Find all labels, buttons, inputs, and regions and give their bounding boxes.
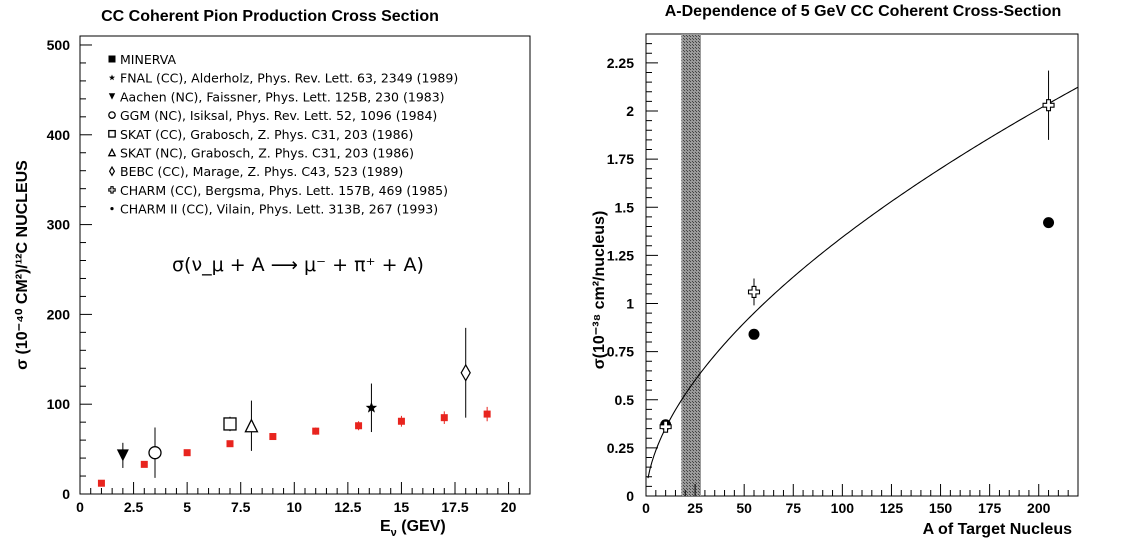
left-data-point: [312, 427, 320, 435]
left-data-point: [244, 418, 259, 433]
left-y-tick-label: 200: [47, 306, 71, 322]
legend-marker: [108, 129, 116, 138]
legend-marker: [108, 165, 116, 177]
left-chart: CC Coherent Pion Production Cross Sectio…: [14, 8, 531, 539]
left-y-tick-label: 300: [47, 217, 71, 233]
left-data-points: [97, 327, 491, 487]
left-y-tick-label: 500: [47, 37, 71, 53]
legend-label: Aachen (NC), Faissner, Phys. Lett. 125B,…: [120, 89, 445, 104]
left-data-point: [483, 410, 491, 418]
right-y-tick-label: 0: [626, 488, 634, 504]
right-data-points: [659, 70, 1055, 433]
right-y-tick-label: 0.75: [607, 344, 634, 360]
reaction-equation: σ(ν_μ + A ⟶ μ⁻ + π⁺ + A): [172, 254, 424, 276]
left-y-tick-label: 400: [47, 127, 71, 143]
left-data-point: [440, 414, 448, 422]
legend-label: CHARM (CC), Bergsma, Phys. Lett. 157B, 4…: [120, 183, 448, 198]
legend-label: MINERVA: [120, 52, 176, 67]
right-data-point: [1043, 217, 1055, 229]
right-y-tick-label: 1: [626, 296, 634, 312]
right-x-axis-label: A of Target Nucleus: [923, 521, 1072, 538]
right-y-tick-label: 0.5: [615, 392, 635, 408]
shaded-band: [681, 34, 701, 496]
right-chart-title: A-Dependence of 5 GeV CC Coherent Cross-…: [665, 3, 1062, 20]
right-y-tick-label: 2: [626, 103, 634, 119]
left-x-tick-label: 15: [394, 499, 410, 515]
right-y-axis-label: σ(10⁻³⁸ cm²/nucleus): [591, 211, 608, 370]
left-x-tick-label: 5: [183, 499, 191, 515]
legend-marker: [107, 147, 117, 157]
legend-marker: [108, 186, 116, 194]
right-y-tick-label: 1.25: [607, 247, 634, 263]
left-data-point: [116, 449, 129, 462]
legend-marker: [108, 93, 116, 100]
legend-label: GGM (NC), Isiksal, Phys. Rev. Lett. 52, …: [120, 108, 437, 123]
left-legend: MINERVA FNAL (CC), Alderholz, Phys. Rev. …: [107, 52, 458, 217]
left-x-axis-label: Eν (GEV): [380, 518, 446, 539]
right-data-point: [1042, 99, 1055, 112]
left-y-tick-label: 100: [47, 396, 71, 412]
right-x-tick-label: 150: [929, 500, 953, 516]
left-x-tick-label: 0: [76, 499, 84, 515]
left-data-point: [183, 449, 191, 457]
left-x-tick-label: 7.5: [231, 499, 251, 515]
legend-marker: [110, 207, 114, 211]
left-data-point: [460, 363, 471, 382]
legend-marker: [108, 55, 116, 63]
fit-curve-line: [647, 86, 1079, 479]
legend-label: SKAT (CC), Grabosch, Z. Phys. C31, 203 (…: [120, 127, 413, 142]
left-data-point: [365, 401, 378, 413]
left-x-tick-label: 20: [501, 499, 517, 515]
fit-curve: [647, 86, 1079, 479]
legend-label: CHARM II (CC), Vilain, Phys. Lett. 313B,…: [120, 202, 438, 217]
right-x-tick-label: 200: [1027, 500, 1051, 516]
legend-label: SKAT (NC), Grabosch, Z. Phys. C31, 203 (…: [120, 146, 414, 161]
right-axis-ticks: 0 25 50 75 100 125 150 175 200 0 0.25 0.5 0.75 1 1.25 1…: [607, 33, 1069, 516]
left-chart-title: CC Coherent Pion Production Cross Sectio…: [101, 8, 439, 25]
right-x-tick-label: 100: [831, 500, 855, 516]
right-x-tick-label: 125: [880, 500, 904, 516]
right-data-point: [748, 328, 760, 340]
legend-marker: [108, 111, 116, 119]
shaded-band-rect: [681, 34, 701, 496]
left-y-axis-label: σ (10⁻⁴⁰ CM²)/¹²C NUCLEUS: [14, 160, 31, 370]
left-data-point: [397, 417, 405, 425]
legend-label: FNAL (CC), Alderholz, Phys. Rev. Lett. 6…: [120, 71, 458, 86]
right-x-tick-label: 175: [978, 500, 1002, 516]
right-y-tick-label: 1.75: [607, 151, 634, 167]
left-data-point: [226, 440, 234, 448]
left-data-point: [355, 422, 363, 430]
legend-label: BEBC (CC), Marage, Z. Phys. C43, 523 (19…: [120, 164, 403, 179]
right-x-tick-label: 25: [687, 500, 703, 516]
left-data-point: [140, 460, 148, 468]
left-data-point: [97, 479, 105, 487]
left-data-point: [223, 417, 237, 431]
right-plot-frame: [645, 33, 1079, 497]
left-x-tick-label: 2.5: [124, 499, 144, 515]
right-x-tick-label: 75: [785, 500, 801, 516]
left-x-tick-label: 10: [286, 499, 302, 515]
left-x-tick-label: 12.5: [334, 499, 361, 515]
right-data-point: [659, 420, 672, 433]
left-data-point: [269, 433, 277, 441]
right-chart: A-Dependence of 5 GeV CC Coherent Cross-…: [591, 3, 1079, 538]
right-y-tick-label: 2.25: [607, 55, 634, 71]
left-data-point: [148, 446, 162, 460]
right-x-tick-label: 0: [642, 500, 650, 516]
right-y-tick-label: 0.25: [607, 440, 634, 456]
legend-marker: [108, 74, 116, 81]
right-y-tick-label: 1.5: [615, 199, 635, 215]
right-data-point: [747, 285, 761, 299]
left-x-tick-label: 17.5: [441, 499, 468, 515]
right-x-tick-label: 50: [736, 500, 752, 516]
left-y-tick-label: 0: [62, 486, 70, 502]
